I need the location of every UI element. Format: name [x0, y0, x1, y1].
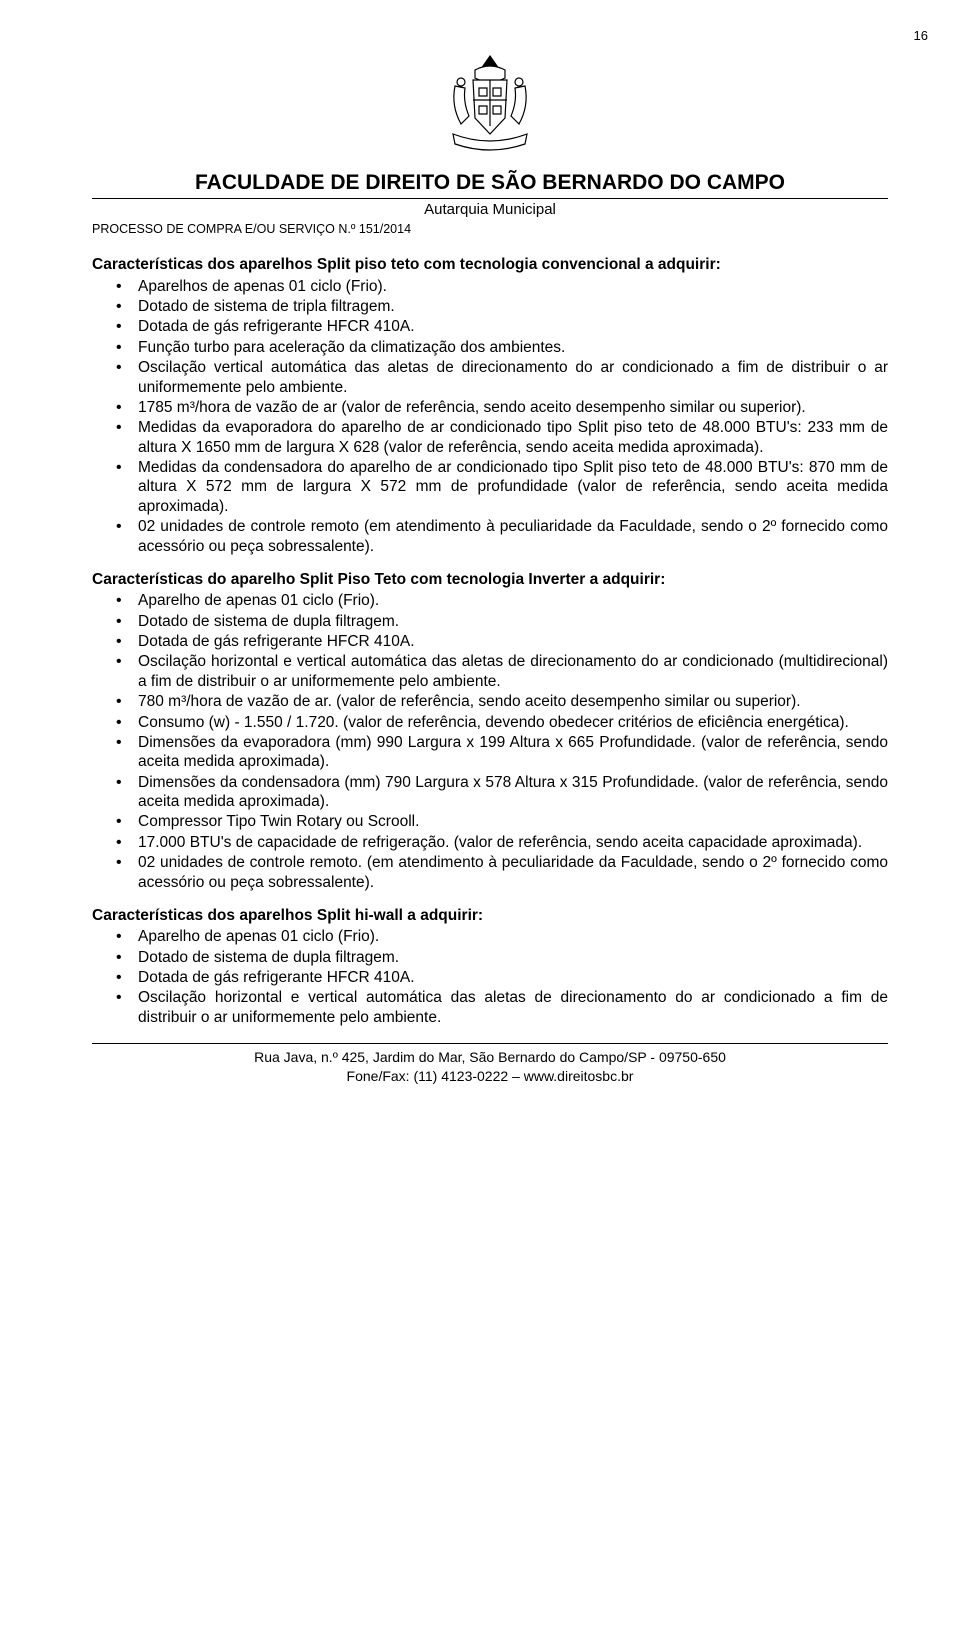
list-item: Oscilação vertical automática das aletas… — [116, 358, 888, 397]
list-item: Consumo (w) - 1.550 / 1.720. (valor de r… — [116, 713, 888, 732]
logo — [92, 48, 888, 163]
section-2: Características do aparelho Split Piso T… — [92, 570, 888, 892]
process-line: PROCESSO DE COMPRA E/OU SERVIÇO N.º 151/… — [92, 222, 888, 238]
section-heading: Características do aparelho Split Piso T… — [92, 570, 888, 589]
list-item: 780 m³/hora de vazão de ar. (valor de re… — [116, 692, 888, 711]
section-1: Características dos aparelhos Split piso… — [92, 255, 888, 556]
list-item: Medidas da condensadora do aparelho de a… — [116, 458, 888, 516]
list-item: Função turbo para aceleração da climatiz… — [116, 338, 888, 357]
org-title: FACULDADE DE DIREITO DE SÃO BERNARDO DO … — [92, 170, 888, 199]
list-item: Dotada de gás refrigerante HFCR 410A. — [116, 968, 888, 987]
footer-contact: Fone/Fax: (11) 4123-0222 – www.direitosb… — [92, 1067, 888, 1086]
section-heading: Características dos aparelhos Split piso… — [92, 255, 888, 274]
page-number: 16 — [92, 28, 928, 44]
list-item: Dotado de sistema de dupla filtragem. — [116, 612, 888, 631]
coat-of-arms-icon — [435, 48, 545, 158]
list-item: Dotado de sistema de dupla filtragem. — [116, 948, 888, 967]
list-item: Dimensões da evaporadora (mm) 990 Largur… — [116, 733, 888, 772]
list-item: Dimensões da condensadora (mm) 790 Largu… — [116, 773, 888, 812]
section-3-list: Aparelho de apenas 01 ciclo (Frio). Dota… — [92, 927, 888, 1027]
list-item: 02 unidades de controle remoto. (em aten… — [116, 853, 888, 892]
section-1-list: Aparelhos de apenas 01 ciclo (Frio). Dot… — [92, 277, 888, 556]
footer-address: Rua Java, n.º 425, Jardim do Mar, São Be… — [92, 1048, 888, 1067]
section-3: Características dos aparelhos Split hi-w… — [92, 906, 888, 1027]
list-item: Dotado de sistema de tripla filtragem. — [116, 297, 888, 316]
org-subtitle: Autarquia Municipal — [92, 201, 888, 220]
list-item: Compressor Tipo Twin Rotary ou Scrooll. — [116, 812, 888, 831]
section-2-list: Aparelho de apenas 01 ciclo (Frio). Dota… — [92, 591, 888, 892]
footer: Rua Java, n.º 425, Jardim do Mar, São Be… — [92, 1044, 888, 1086]
list-item: 17.000 BTU's de capacidade de refrigeraç… — [116, 833, 888, 852]
list-item: Aparelho de apenas 01 ciclo (Frio). — [116, 927, 888, 946]
list-item: Aparelho de apenas 01 ciclo (Frio). — [116, 591, 888, 610]
list-item: Oscilação horizontal e vertical automáti… — [116, 988, 888, 1027]
list-item: 02 unidades de controle remoto (em atend… — [116, 517, 888, 556]
list-item: Aparelhos de apenas 01 ciclo (Frio). — [116, 277, 888, 296]
list-item: Medidas da evaporadora do aparelho de ar… — [116, 418, 888, 457]
list-item: Dotada de gás refrigerante HFCR 410A. — [116, 632, 888, 651]
section-heading: Características dos aparelhos Split hi-w… — [92, 906, 888, 925]
list-item: Dotada de gás refrigerante HFCR 410A. — [116, 317, 888, 336]
list-item: Oscilação horizontal e vertical automáti… — [116, 652, 888, 691]
list-item: 1785 m³/hora de vazão de ar (valor de re… — [116, 398, 888, 417]
